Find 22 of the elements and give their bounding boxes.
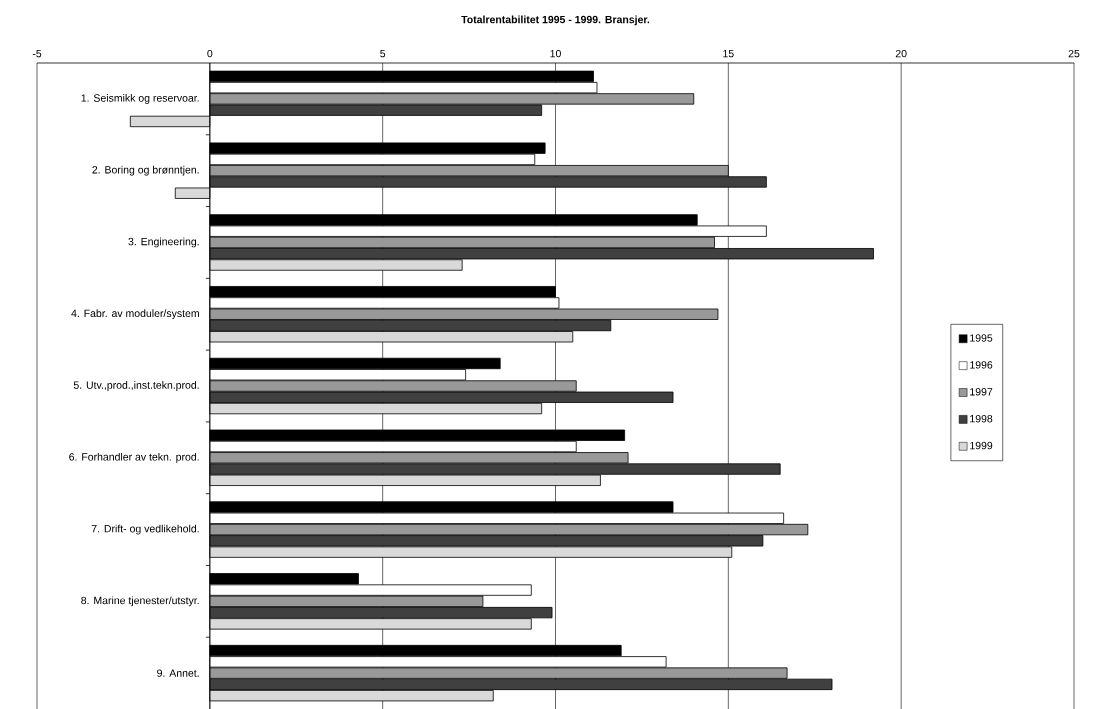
- x-tick-label: 5: [380, 49, 386, 58]
- y-tick-label: 1. Seismikk og reservoar.: [81, 94, 199, 104]
- x-tick-label: 15: [723, 49, 734, 58]
- x-tick-label: 25: [1068, 49, 1080, 58]
- y-tick-label: 3. Engineering.: [128, 237, 199, 248]
- y-tick-label: 5. Utv.,prod.,inst.tekn.prod.: [73, 381, 199, 391]
- legend-label: 1995: [970, 334, 993, 342]
- y-tick-label: 9. Annet.: [157, 669, 199, 677]
- y-tick-label: 8. Marine tjenester/utstyr.: [81, 596, 199, 607]
- y-tick-label: 2. Boring og brønntjen.: [92, 165, 199, 176]
- y-tick-label: 6. Forhandler av tekn. prod.: [69, 452, 199, 463]
- x-tick-label: 10: [550, 49, 561, 58]
- x-tick-label: 20: [895, 49, 907, 58]
- y-tick-label: 4. Fabr. av moduler/system: [71, 309, 199, 320]
- legend-label: 1998: [970, 414, 993, 423]
- y-tick-label: 7. Drift- og vedlikehold.: [91, 524, 199, 535]
- legend-label: 1997: [970, 388, 993, 396]
- legend-label: 1999: [970, 441, 993, 450]
- x-tick-label: -5: [32, 49, 42, 58]
- legend-label: 1996: [970, 361, 993, 369]
- x-tick-label: 0: [207, 49, 213, 58]
- chart-title: Totalrentabilitet 1995 - 1999. Bransjer.: [461, 15, 650, 26]
